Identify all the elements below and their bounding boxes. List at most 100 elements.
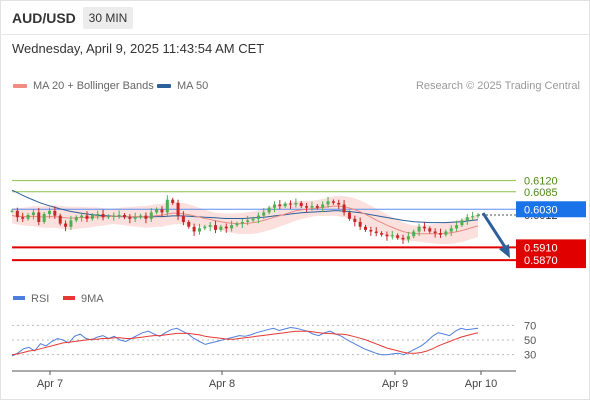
ma9-legend-swatch <box>63 296 75 300</box>
candle-body <box>380 233 384 235</box>
moving-averages <box>11 189 479 235</box>
research-credit: Research © 2025 Trading Central <box>415 80 580 92</box>
candle-body <box>53 210 57 216</box>
support-label-2: 0.5870 <box>524 255 558 267</box>
resistance-label-1: 0.6120 <box>524 176 558 188</box>
candle-body <box>128 217 132 219</box>
candle-body <box>428 228 432 232</box>
candle-body <box>139 215 143 218</box>
candle-body <box>197 228 201 232</box>
candle-body <box>160 209 164 213</box>
legend-ma20-swatch <box>13 84 27 89</box>
time-tick-label: Apr 7 <box>37 378 63 390</box>
candle-body <box>58 215 62 224</box>
candle-body <box>455 225 459 229</box>
candle-body <box>21 217 25 219</box>
time-tick-label: Apr 9 <box>382 378 408 390</box>
candle-body <box>214 225 218 230</box>
candle-body <box>203 226 207 229</box>
forecast-arrow <box>481 212 510 259</box>
timeframe-badge[interactable]: 30 MIN <box>83 7 133 29</box>
candle-body <box>112 215 116 217</box>
rsi-line <box>11 326 479 357</box>
arrow-head <box>499 244 510 259</box>
candle-body <box>385 234 389 237</box>
bollinger-band <box>12 195 478 245</box>
candle-body <box>187 221 191 227</box>
candle-body <box>337 202 341 205</box>
legend-ma50-swatch <box>157 84 171 89</box>
ma50-line <box>11 189 479 224</box>
candle-body <box>422 226 426 229</box>
legend-ma50-label: MA 50 <box>177 80 209 92</box>
candle-body <box>37 212 41 222</box>
timestamp: Wednesday, April 9, 2025 11:43:54 AM CET <box>12 41 265 56</box>
support-label-1: 0.5910 <box>524 242 558 254</box>
legend-ma50: MA 50 <box>157 80 208 92</box>
candle-body <box>106 216 110 218</box>
candle-body <box>347 212 351 219</box>
candle-body <box>15 210 19 218</box>
candle-body <box>331 201 335 203</box>
support-label-2-box <box>516 252 586 269</box>
candle-body <box>80 215 84 218</box>
candle-body <box>144 215 148 219</box>
candle-body <box>10 210 14 212</box>
candle-body <box>74 217 78 221</box>
candle-body <box>305 206 309 208</box>
legend-ma20: MA 20 + Bollinger Bands <box>13 80 154 92</box>
chart-header: AUD/USD 30 MIN <box>0 0 590 36</box>
candle-body <box>299 202 303 207</box>
candle-body <box>69 220 73 227</box>
rsi-panel: RSI 9MA 70 50 30 <box>11 293 536 362</box>
candle-body <box>26 214 30 219</box>
ma9-legend-label: 9MA <box>81 293 104 305</box>
candle-body <box>272 204 276 208</box>
candle-body <box>444 231 448 235</box>
candle-body <box>342 204 346 213</box>
candle-body <box>417 226 421 232</box>
candle-body <box>251 218 255 221</box>
symbol-title: AUD/USD <box>12 10 76 26</box>
candle-body <box>289 203 293 205</box>
ma20-line <box>11 205 479 235</box>
candle-body <box>133 217 137 219</box>
candle-body <box>433 231 437 234</box>
candle-body <box>460 220 464 226</box>
candle-body <box>149 212 153 219</box>
rsi-tick-50: 50 <box>524 335 536 347</box>
current-price-label: 0.6030 <box>524 204 558 216</box>
support-label-1-box <box>516 239 586 256</box>
candle-body <box>181 215 185 222</box>
candle-body <box>31 212 35 215</box>
candle-body <box>47 210 51 215</box>
candle-body <box>262 212 266 216</box>
candle-body <box>64 223 68 227</box>
candle-body <box>396 235 400 238</box>
candle-body <box>471 216 475 218</box>
candle-body <box>390 235 394 237</box>
candle-body <box>171 199 175 203</box>
candle-body <box>85 215 89 219</box>
candle-body <box>219 226 223 230</box>
candle-body <box>439 233 443 235</box>
candle-body <box>267 207 271 213</box>
time-axis: Apr 7 Apr 8 Apr 9 Apr 10 <box>12 370 516 390</box>
time-tick-label: Apr 8 <box>209 378 235 390</box>
rsi-legend-swatch <box>13 296 25 300</box>
candle-body <box>412 231 416 237</box>
candle-body <box>278 204 282 207</box>
arrow-shaft <box>481 212 509 251</box>
candles <box>10 195 480 244</box>
rsi-tick-70: 70 <box>524 320 536 332</box>
candle-body <box>256 215 260 219</box>
current-price-label-box <box>516 201 586 218</box>
candle-body <box>96 214 100 216</box>
candle-body <box>192 226 196 232</box>
candle-body <box>208 225 212 227</box>
candle-body <box>406 236 410 240</box>
candle-body <box>176 202 180 216</box>
candle-body <box>369 229 373 232</box>
